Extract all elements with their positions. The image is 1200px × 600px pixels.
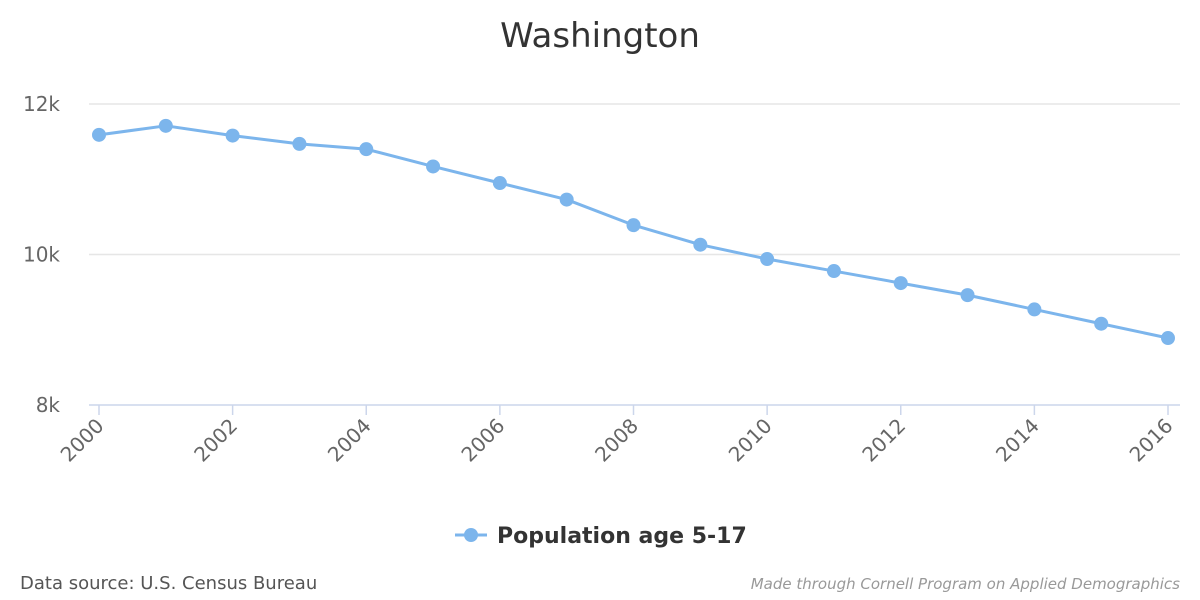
data-point xyxy=(893,276,908,291)
x-tick-label: 2016 xyxy=(1125,414,1178,467)
x-tick-label: 2002 xyxy=(189,414,242,467)
x-tick-label: 2010 xyxy=(724,414,777,467)
x-tick-label: 2000 xyxy=(56,414,109,467)
series-layer xyxy=(92,118,1175,346)
data-point xyxy=(1027,302,1042,317)
data-point xyxy=(960,288,975,303)
data-source-note: Data source: U.S. Census Bureau xyxy=(20,573,317,594)
data-point xyxy=(559,192,574,207)
data-point xyxy=(626,218,641,233)
legend-marker xyxy=(464,528,478,542)
data-point xyxy=(359,142,374,157)
legend-label: Population age 5-17 xyxy=(497,524,747,549)
grid-layer xyxy=(89,103,1180,256)
x-tick-label: 2014 xyxy=(991,414,1044,467)
x-tick-label: 2004 xyxy=(323,414,376,467)
x-tick-label: 2006 xyxy=(456,414,509,467)
data-point xyxy=(92,127,106,142)
data-point xyxy=(826,264,841,279)
data-point xyxy=(492,176,507,191)
data-point xyxy=(1094,316,1109,331)
legend[interactable]: Population age 5-17 xyxy=(455,524,747,549)
data-point xyxy=(292,136,307,151)
data-point xyxy=(1161,331,1175,346)
x-tick-label: 2012 xyxy=(857,414,910,467)
x-tick-label: 2008 xyxy=(590,414,643,467)
chart-title: Washington xyxy=(500,16,700,56)
y-tick-label: 12k xyxy=(23,92,60,116)
data-point xyxy=(760,252,775,267)
data-point xyxy=(158,118,173,133)
y-tick-label: 8k xyxy=(36,393,61,417)
data-point xyxy=(426,159,441,174)
credit-note[interactable]: Made through Cornell Program on Applied … xyxy=(751,575,1180,593)
y-tick-label: 10k xyxy=(23,243,60,267)
data-point xyxy=(693,237,708,252)
axis-layer: 8k 10k 12k 2000 2002 2004 2006 2008 2010 2012 2014… xyxy=(23,92,1180,467)
data-point xyxy=(225,128,240,143)
